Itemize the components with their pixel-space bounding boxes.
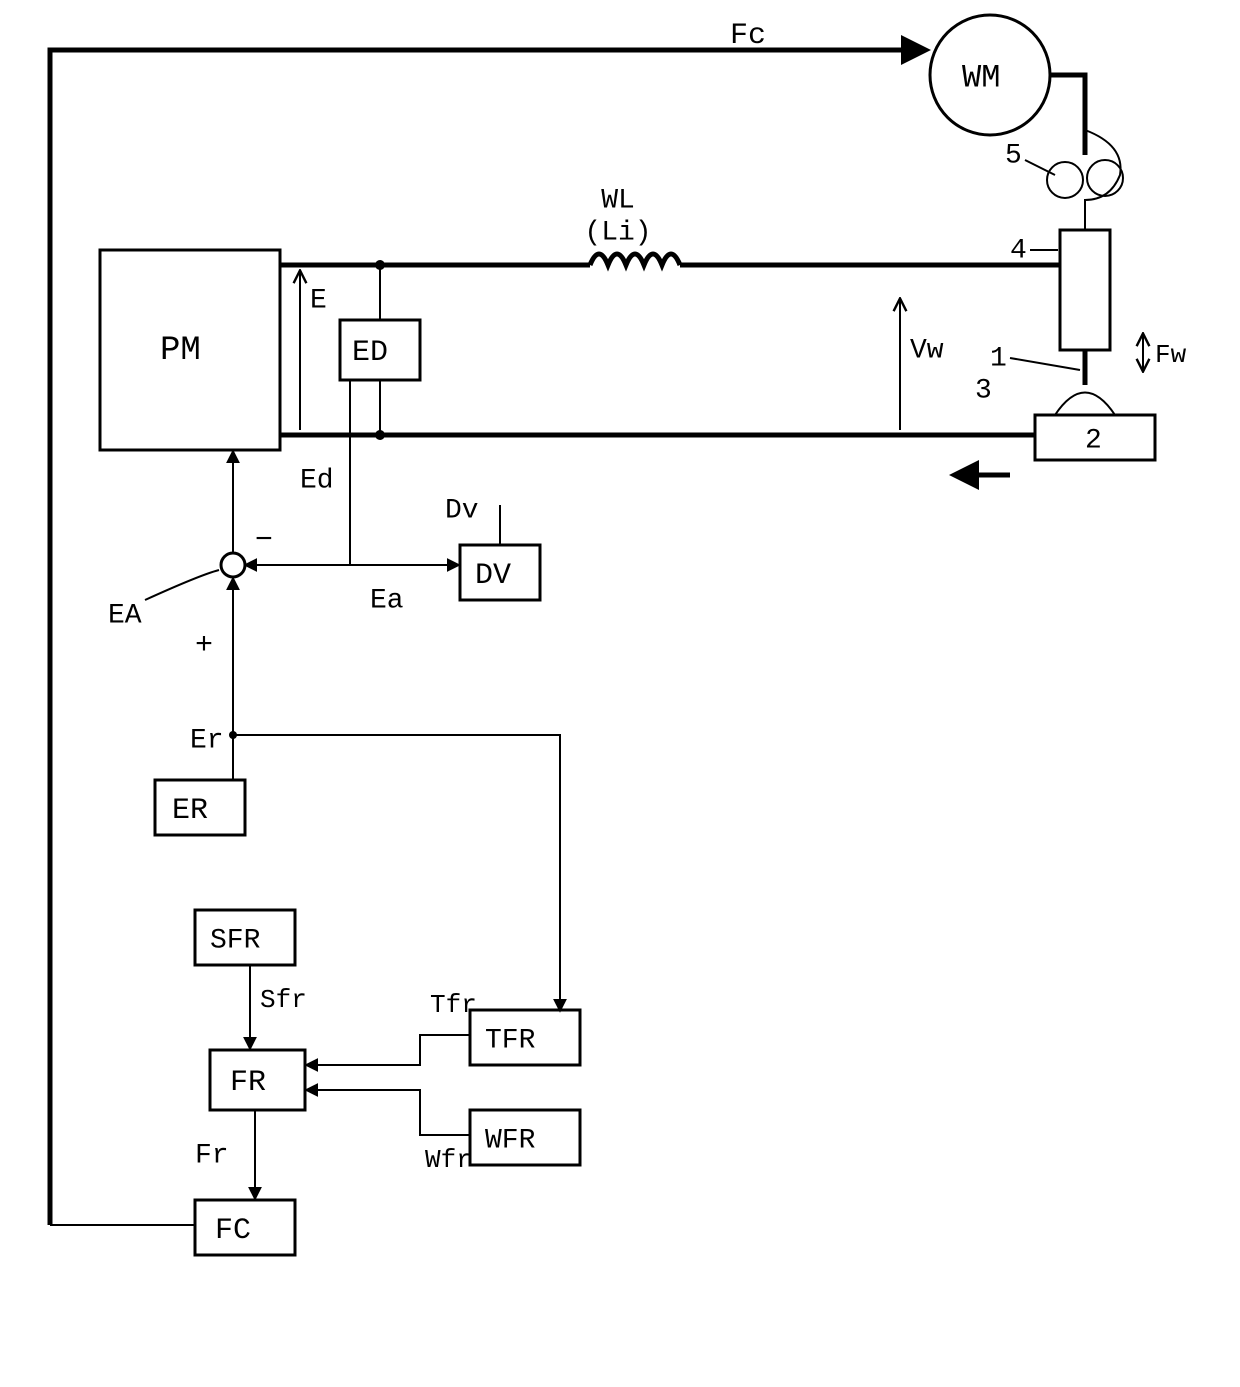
label-EA: EA xyxy=(108,600,142,631)
label-er2: Er xyxy=(190,725,224,756)
label-pm: PM xyxy=(160,332,201,370)
label-fc: FC xyxy=(215,1214,251,1248)
wire-through-rollers xyxy=(1085,130,1121,230)
label-wm: WM xyxy=(962,59,1000,96)
label-fr2: Fr xyxy=(195,1140,229,1171)
edge-er-to-tfr xyxy=(233,735,560,1010)
label-ea: Ea xyxy=(370,585,404,616)
label-n3: 3 xyxy=(975,375,992,406)
label-ed: ED xyxy=(352,336,388,370)
callout-1 xyxy=(1010,358,1080,370)
block-4 xyxy=(1060,230,1110,350)
label-sfr: SFR xyxy=(210,925,261,956)
label-wfr2: Wfr xyxy=(425,1145,472,1175)
label-fr: FR xyxy=(230,1066,266,1100)
label-plus: + xyxy=(195,629,213,663)
wiring-diagram: PM ED WM DV ER SFR FR TFR WFR FC 2 WL (L… xyxy=(0,0,1240,1387)
label-ed2: Ed xyxy=(300,465,334,496)
label-fc-sig: Fc xyxy=(730,19,766,53)
label-minus: − xyxy=(255,524,273,558)
edge-ea-curve xyxy=(145,570,219,600)
label-n5: 5 xyxy=(1005,140,1022,171)
label-wl-top: WL xyxy=(601,185,635,216)
label-e: E xyxy=(310,285,327,316)
inductor-wl xyxy=(590,254,680,265)
callout-5 xyxy=(1025,160,1055,175)
label-n4: 4 xyxy=(1010,235,1027,266)
label-n1: 1 xyxy=(990,343,1007,374)
label-tfr2: Tfr xyxy=(430,990,477,1020)
summing-junction xyxy=(221,553,245,577)
label-er: ER xyxy=(172,794,208,828)
edge-wfr-fr xyxy=(307,1090,470,1135)
label-wfr: WFR xyxy=(485,1125,536,1156)
tap-dot-top xyxy=(375,260,385,270)
label-tfr: TFR xyxy=(485,1025,536,1056)
label-vw: Vw xyxy=(910,335,944,366)
tap-dot-bot xyxy=(375,430,385,440)
label-dv2: Dv xyxy=(445,495,479,526)
arc-shape xyxy=(1055,393,1115,416)
label-fw: Fw xyxy=(1155,340,1187,370)
roller-left xyxy=(1047,162,1083,198)
label-dv: DV xyxy=(475,559,511,593)
edge-tfr-fr xyxy=(307,1035,470,1065)
label-wl-bot: (Li) xyxy=(584,217,651,248)
edge-wm-to-feed xyxy=(1050,75,1085,155)
label-sfr2: Sfr xyxy=(260,985,307,1015)
label-blk2: 2 xyxy=(1085,425,1102,456)
